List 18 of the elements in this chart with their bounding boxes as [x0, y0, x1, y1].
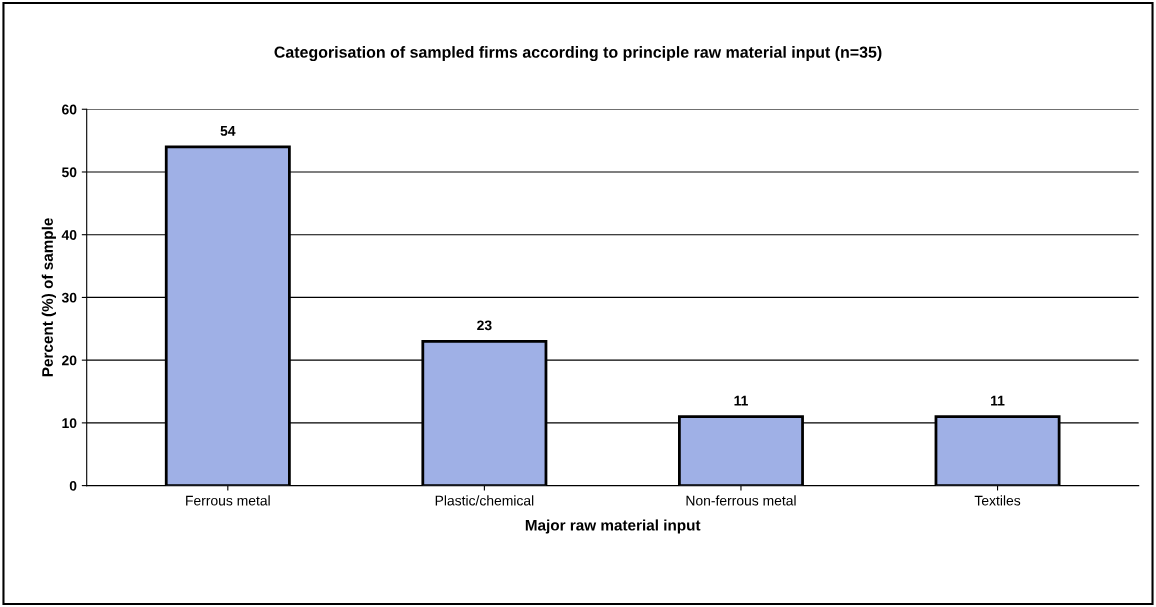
y-tick-label: 20 — [62, 355, 77, 366]
x-tick-label: Textiles — [974, 495, 1021, 506]
y-axis-title: Percent (%) of sample — [41, 218, 56, 377]
y-tick-label: 50 — [61, 167, 77, 178]
x-tick-label: Plastic/chemical — [435, 495, 534, 506]
data-label: 54 — [220, 126, 236, 136]
chart-title: Categorisation of sampled firms according to principle raw material input (n=35) — [274, 46, 882, 62]
y-tick-label: 0 — [69, 480, 77, 491]
x-axis-title: Major raw material input — [525, 519, 701, 534]
y-tick-label: 40 — [61, 230, 77, 240]
data-label: 11 — [991, 395, 1005, 406]
y-tick-label: 30 — [61, 292, 77, 303]
x-tick-label: Ferrous metal — [186, 495, 270, 506]
data-label: 11 — [734, 395, 748, 406]
x-tick-label: Non-ferrous metal — [686, 495, 796, 506]
y-tick-label: 60 — [62, 104, 77, 115]
data-label: 23 — [477, 320, 492, 331]
y-tick-label: 10 — [62, 418, 77, 429]
